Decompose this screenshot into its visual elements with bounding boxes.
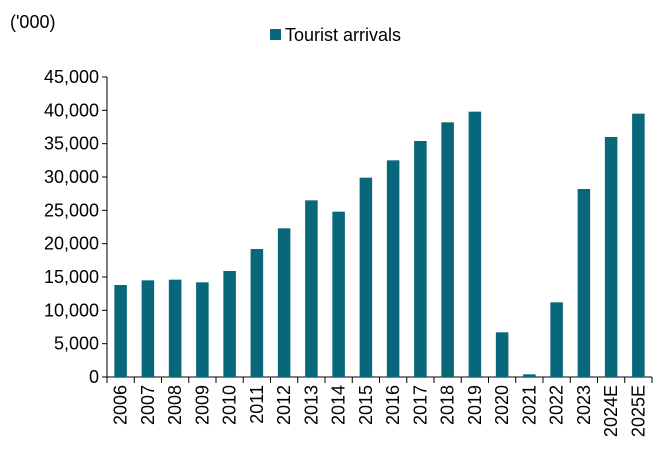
bar: [332, 211, 345, 377]
x-tick-label: 2006: [111, 385, 131, 425]
bar: [523, 374, 536, 377]
x-tick-label: 2016: [383, 385, 403, 425]
x-tick-label: 2012: [274, 385, 294, 425]
x-tick-label: 2023: [574, 385, 594, 425]
x-tick-label: 2025E: [628, 385, 648, 437]
y-tick-label: 35,000: [44, 134, 99, 154]
bar: [632, 113, 645, 378]
x-tick-label: 2021: [519, 385, 539, 425]
bars: [114, 111, 645, 378]
bar: [277, 228, 291, 377]
x-tick-label: 2007: [138, 385, 158, 425]
x-tick-label: 2018: [438, 385, 458, 425]
bar: [305, 200, 318, 377]
bar: [141, 280, 155, 377]
y-tick-label: 25,000: [44, 200, 99, 220]
x-tick-label: 2022: [547, 385, 567, 425]
bar: [441, 122, 454, 377]
bar: [468, 111, 482, 378]
x-tick-label: 2017: [410, 385, 430, 425]
x-tick-label: 2024E: [601, 385, 621, 437]
bar: [495, 332, 509, 377]
y-tick-label: 30,000: [44, 167, 99, 187]
y-tick-label: 5,000: [54, 334, 99, 354]
legend-swatch: [270, 29, 281, 40]
bar: [114, 285, 127, 377]
bar: [196, 282, 209, 377]
y-tick-label: 0: [89, 367, 99, 387]
x-tick-label: 2009: [192, 385, 212, 425]
bar: [604, 137, 618, 377]
x-tick-label: 2015: [356, 385, 376, 425]
bar: [223, 271, 236, 377]
bar: [577, 189, 591, 377]
x-tick-label: 2008: [165, 385, 185, 425]
bar: [414, 141, 427, 377]
legend: Tourist arrivals: [270, 25, 401, 45]
x-tick-label: 2020: [492, 385, 512, 425]
bar: [386, 160, 400, 377]
x-tick-label: 2019: [465, 385, 485, 425]
y-tick-label: 40,000: [44, 100, 99, 120]
x-tick-label: 2010: [220, 385, 240, 425]
bar: [168, 279, 182, 377]
bar: [550, 302, 563, 377]
y-tick-labels: 0 5,000 10,000 15,000 20,000 25,000 30,000 35,0…: [44, 67, 99, 387]
axes: [102, 76, 653, 383]
bar: [359, 177, 373, 377]
y-tick-label: 10,000: [44, 300, 99, 320]
x-tick-label: 2014: [329, 385, 349, 425]
y-tick-label: 45,000: [44, 67, 99, 87]
y-tick-label: 15,000: [44, 267, 99, 287]
unit-label: ('000): [10, 12, 55, 32]
y-tick-label: 20,000: [44, 234, 99, 254]
legend-label: Tourist arrivals: [285, 25, 401, 45]
x-tick-labels: 2006 2007 2008 2009 2010 2011 2012 2013 2014 2015…: [111, 385, 649, 437]
bar: [250, 249, 264, 377]
x-tick-label: 2013: [301, 385, 321, 425]
x-tick-label: 2011: [247, 385, 267, 424]
